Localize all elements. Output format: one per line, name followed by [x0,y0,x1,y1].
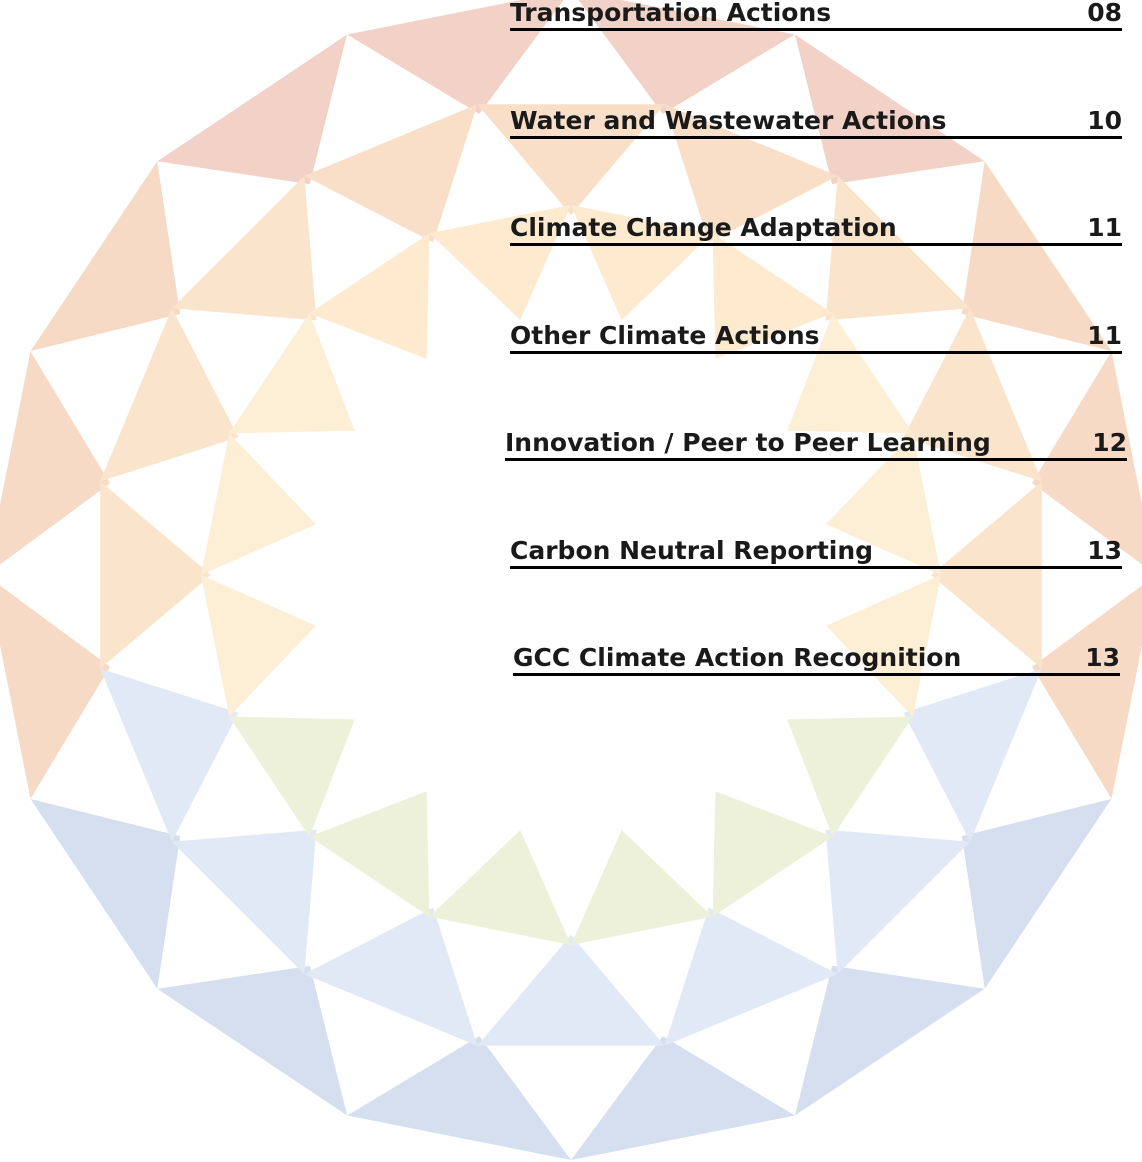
toc-title: Transportation Actions [510,0,831,28]
toc-title: GCC Climate Action Recognition [513,643,961,673]
toc-entry[interactable]: Transportation Actions 08 [510,0,1122,31]
toc-page: 13 [1085,643,1120,673]
toc-page: 10 [1087,106,1122,136]
toc-entry[interactable]: Other Climate Actions 11 [510,319,1122,354]
toc-entry[interactable]: Carbon Neutral Reporting 13 [510,534,1122,569]
toc-entry[interactable]: Innovation / Peer to Peer Learning 12 [505,426,1127,461]
table-of-contents: Transportation Actions 08 Water and Wastew… [0,0,1142,1162]
toc-entry[interactable]: GCC Climate Action Recognition 13 [513,641,1120,676]
toc-title: Water and Wastewater Actions [510,106,947,136]
toc-title: Innovation / Peer to Peer Learning [505,428,991,458]
toc-title: Carbon Neutral Reporting [510,536,873,566]
toc-page: 11 [1087,213,1122,243]
toc-entry[interactable]: Climate Change Adaptation 11 [510,211,1122,246]
toc-page: 11 [1087,321,1122,351]
toc-page: 12 [1092,428,1127,458]
toc-page: 08 [1087,0,1122,28]
toc-entry[interactable]: Water and Wastewater Actions 10 [510,104,1122,139]
toc-title: Climate Change Adaptation [510,213,897,243]
toc-page: 13 [1087,536,1122,566]
toc-title: Other Climate Actions [510,321,820,351]
page: Transportation Actions 08 Water and Wastew… [0,0,1142,1162]
